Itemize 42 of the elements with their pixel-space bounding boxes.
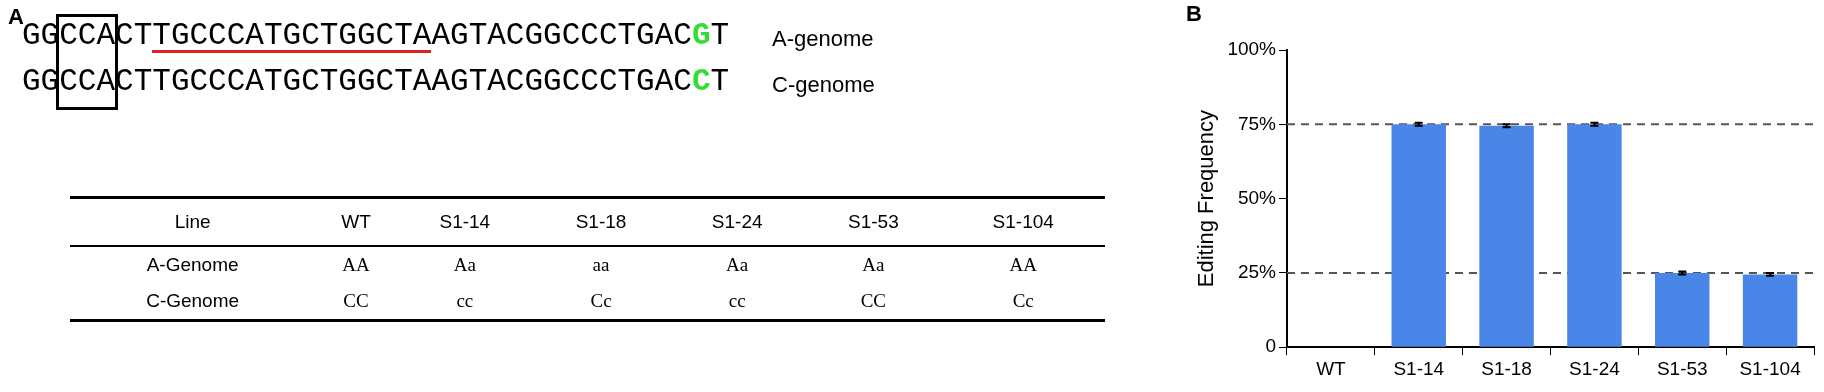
text: A-Genome [145,253,240,277]
y-tick-label: 50% [1237,186,1277,208]
x-tick-label: S1-24 [1569,357,1621,379]
y-tick-label: 0 [1265,335,1276,357]
text: cc [727,289,747,313]
text: WT [315,197,397,246]
bar [1479,125,1534,347]
text: C-Genome [145,289,241,313]
text: Cc [589,289,613,313]
text: A [8,4,24,29]
x-tick-label: S1-14 [1393,357,1445,379]
y-tick-label: 25% [1237,261,1277,283]
x-tick-label: S1-104 [1739,357,1802,379]
y-axis-title: Editing Frequency [1193,109,1219,288]
chart-title: B [1186,1,1202,27]
text: Aa [452,253,477,277]
y-tick-label: 100% [1227,38,1277,60]
text: S1-24 [669,197,806,246]
text: AA [341,253,371,277]
text: AA [1008,253,1038,277]
text: CC [342,289,370,313]
text: aa [591,253,611,277]
text: S1-18 [532,197,670,246]
bar [1742,274,1798,347]
bar [1391,124,1446,347]
text: S1-53 [805,197,942,246]
text: S1-14 [396,197,533,246]
y-tick-label: 75% [1237,112,1277,134]
text: cc [455,289,475,313]
x-tick-label: S1-53 [1656,357,1708,379]
bar [1655,272,1710,347]
x-tick-label: S1-18 [1481,357,1532,379]
text: S1-104 [941,197,1105,246]
bar [1567,124,1622,347]
text: C-genome [772,72,875,98]
text: Line [70,197,316,246]
text: A-genome [772,26,874,52]
text: CC [859,289,888,313]
x-tick-label: WT [1316,357,1347,379]
text: Cc [1011,289,1035,313]
text: Aa [861,253,886,277]
text: Aa [725,253,750,277]
